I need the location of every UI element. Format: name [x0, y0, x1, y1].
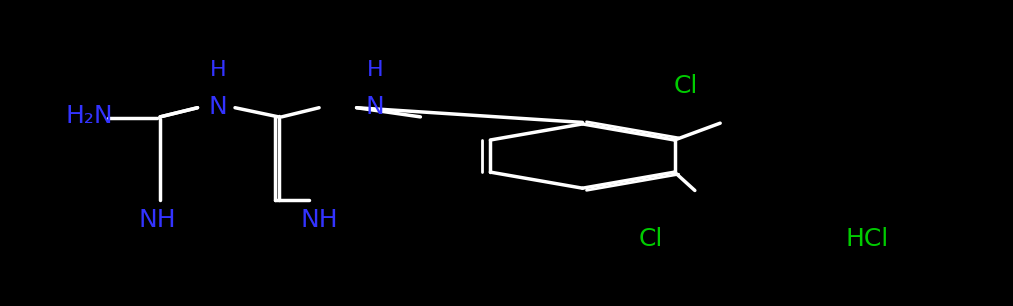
- Text: NH: NH: [300, 208, 338, 232]
- Text: H: H: [210, 60, 226, 80]
- Text: NH: NH: [138, 208, 176, 232]
- Text: HCl: HCl: [846, 227, 889, 251]
- Text: Cl: Cl: [674, 74, 698, 98]
- Text: H₂N: H₂N: [66, 104, 113, 128]
- Text: N: N: [366, 95, 384, 119]
- Text: N: N: [209, 95, 227, 119]
- Text: H: H: [367, 60, 383, 80]
- Text: Cl: Cl: [638, 227, 663, 251]
